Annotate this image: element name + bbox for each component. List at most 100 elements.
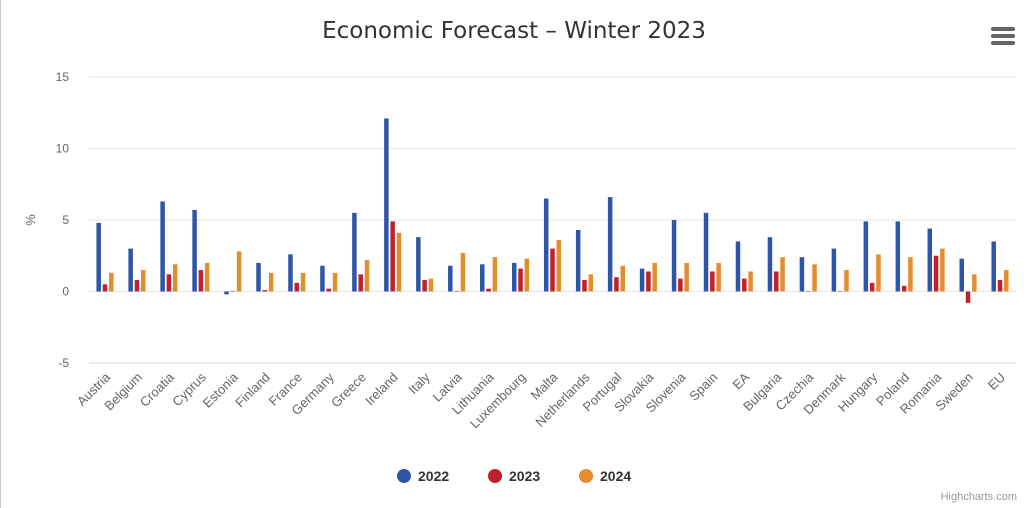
- bar: [767, 237, 773, 292]
- bar: [332, 272, 338, 292]
- bar: [646, 271, 651, 292]
- bar: [422, 280, 427, 292]
- bar: [620, 265, 625, 292]
- bar: [172, 264, 178, 292]
- y-tick-label: 15: [56, 70, 70, 84]
- bar: [965, 291, 971, 303]
- y-axis-title: %: [23, 214, 38, 226]
- legend-label: 2022: [418, 468, 449, 484]
- bar: [607, 197, 613, 292]
- bar: [652, 262, 657, 292]
- bar: [96, 222, 101, 292]
- bar: [396, 232, 402, 292]
- bar: [128, 248, 133, 292]
- bar: [710, 271, 715, 292]
- bar: [837, 291, 843, 292]
- bar: [524, 258, 530, 292]
- bar: [614, 277, 619, 292]
- bar: [511, 262, 517, 292]
- bar: [940, 248, 945, 292]
- x-tick-label: Finland: [232, 370, 273, 411]
- bar: [863, 221, 869, 292]
- legend-marker: [579, 469, 593, 483]
- bar: [895, 221, 901, 292]
- x-tick-label: Croatia: [137, 369, 178, 410]
- bar: [812, 264, 817, 292]
- bar: [268, 272, 274, 292]
- bar: [588, 274, 594, 292]
- legend-item-2024[interactable]: 2024: [579, 468, 631, 484]
- bar: [799, 257, 805, 292]
- bar: [160, 201, 165, 292]
- bar: [320, 265, 325, 292]
- bar: [742, 278, 747, 292]
- bar: [933, 255, 939, 292]
- bar: [358, 274, 363, 292]
- bar: [556, 240, 562, 292]
- bar: [927, 228, 933, 292]
- bar: [416, 237, 421, 292]
- bar: [326, 288, 331, 292]
- bar: [575, 230, 581, 292]
- bar: [300, 272, 306, 292]
- bar: [972, 274, 977, 292]
- bar: [454, 291, 459, 292]
- legend-marker: [397, 469, 411, 483]
- bar: [364, 260, 370, 292]
- bar: [192, 209, 197, 292]
- x-tick-label: EA: [730, 369, 753, 392]
- bar: [134, 280, 140, 292]
- bar: [831, 248, 837, 292]
- bar: [294, 282, 300, 292]
- legend-label: 2024: [600, 468, 631, 484]
- bar: [735, 241, 741, 292]
- bar: [876, 254, 881, 292]
- bar: [869, 282, 875, 292]
- x-tick-label: Ireland: [362, 370, 401, 409]
- x-tick-label: Greece: [328, 370, 369, 411]
- bar: [236, 251, 242, 292]
- bar: [262, 290, 268, 292]
- credits-link[interactable]: Highcharts.com: [940, 491, 1017, 503]
- bar: [486, 288, 491, 292]
- bar: [140, 270, 146, 292]
- bar: [582, 280, 587, 292]
- bar: [204, 262, 210, 292]
- bar: [492, 257, 498, 292]
- x-tick-label: EU: [985, 370, 1008, 393]
- bar: [997, 280, 1003, 292]
- chart-title: Economic Forecast – Winter 2023: [322, 18, 706, 44]
- hamburger-menu-icon[interactable]: [991, 27, 1015, 49]
- x-tick-label: Italy: [405, 369, 433, 397]
- bar: [991, 241, 996, 292]
- bar: [901, 285, 907, 292]
- bar: [166, 274, 172, 292]
- bar: [678, 278, 683, 292]
- bar: [774, 271, 779, 292]
- bar: [288, 254, 293, 292]
- x-tick-label: Estonia: [200, 369, 242, 411]
- bar: [550, 248, 555, 292]
- bar: [671, 220, 677, 292]
- bar: [1004, 270, 1009, 292]
- bar: [448, 265, 453, 292]
- bar: [543, 198, 549, 292]
- bar: [428, 278, 434, 292]
- y-tick-label: 0: [62, 285, 69, 299]
- bar: [352, 212, 357, 292]
- bar: [109, 272, 114, 292]
- bar: [460, 252, 466, 292]
- bar: [198, 270, 204, 292]
- legend-label: 2023: [509, 468, 540, 484]
- bar: [102, 284, 108, 292]
- legend-item-2023[interactable]: 2023: [488, 468, 540, 484]
- bar: [480, 264, 485, 292]
- bar: [384, 118, 389, 292]
- legend-item-2022[interactable]: 2022: [397, 468, 449, 484]
- bar: [959, 258, 965, 292]
- y-tick-label: -5: [58, 356, 69, 370]
- bar: [908, 257, 913, 292]
- bar: [639, 268, 645, 292]
